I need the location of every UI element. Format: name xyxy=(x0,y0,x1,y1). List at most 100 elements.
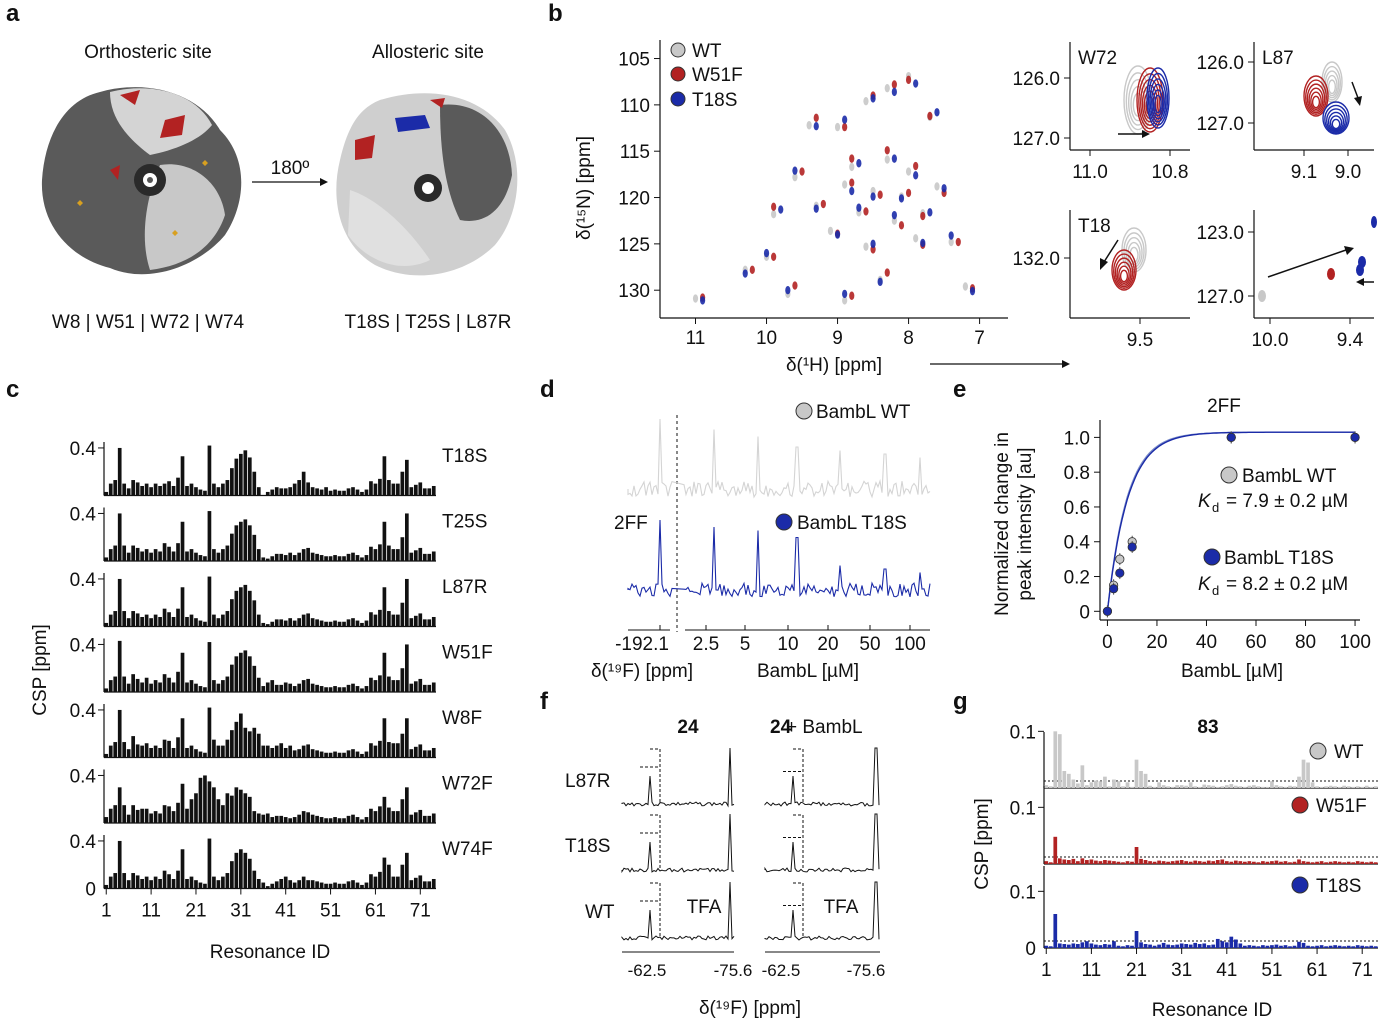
c-ytick-label: 0.4 xyxy=(70,439,97,460)
c-bar xyxy=(315,488,319,496)
c-xtick-label: 1 xyxy=(101,901,112,922)
g-bar xyxy=(1292,786,1297,788)
c-bar xyxy=(306,880,310,889)
g-xtick-label: 11 xyxy=(1082,960,1102,981)
contour-line xyxy=(1114,257,1134,288)
c-bar xyxy=(373,549,378,561)
c-bar xyxy=(238,521,243,561)
c-bar xyxy=(355,555,360,561)
c-bar xyxy=(122,676,127,692)
b-inset-2: L87 126.0 127.0 9.1 9.0 xyxy=(1196,42,1374,183)
c-ytick-label: 0.4 xyxy=(70,635,97,656)
c-bar xyxy=(243,793,248,823)
f-tick-1: -62.5 xyxy=(628,961,667,980)
g-bar xyxy=(1261,786,1265,788)
c-bar xyxy=(261,557,266,561)
g-bar xyxy=(1134,847,1139,864)
c-bar xyxy=(364,489,369,496)
c-bar xyxy=(153,680,158,692)
c-bar xyxy=(153,614,158,627)
c-xtick-label: 31 xyxy=(230,901,251,922)
c-bar xyxy=(225,545,230,561)
c-bar xyxy=(360,622,364,627)
b-peak-w51f xyxy=(849,291,855,300)
g-bar xyxy=(1328,785,1333,788)
g-bar xyxy=(1233,860,1238,864)
c-bar xyxy=(315,684,319,692)
g-bar xyxy=(1143,773,1148,788)
c-bar xyxy=(185,682,189,692)
panel-letter-g: g xyxy=(953,688,968,715)
g-bar xyxy=(1315,861,1319,864)
g-bar xyxy=(1206,785,1211,788)
c-bar xyxy=(373,483,378,496)
b-peak-w51f xyxy=(905,188,912,198)
e-point-t18s xyxy=(1102,606,1113,616)
c-bar xyxy=(225,676,230,692)
g-bar xyxy=(1337,945,1342,948)
c-bar xyxy=(427,881,432,889)
c-bar xyxy=(337,621,342,627)
allosteric-surface-image xyxy=(336,93,518,276)
g-bar xyxy=(1333,786,1337,788)
c-bar xyxy=(221,805,225,823)
g-bar xyxy=(1089,943,1094,948)
c-bar xyxy=(185,616,189,627)
c-bar xyxy=(369,546,373,561)
g-bar xyxy=(1351,786,1356,788)
g-bar xyxy=(1170,786,1175,788)
c-bar xyxy=(140,745,144,758)
c-bar xyxy=(149,487,153,496)
g-bar xyxy=(1369,786,1374,788)
g-bar xyxy=(1215,938,1220,948)
c-bar xyxy=(342,556,346,561)
c-bar xyxy=(409,552,414,561)
c-bar xyxy=(346,750,351,758)
c-bar xyxy=(382,456,387,496)
c-bar xyxy=(333,489,337,496)
g-bar xyxy=(1333,945,1337,948)
inset-arrowhead xyxy=(1100,258,1108,270)
c-bar xyxy=(243,650,248,692)
c-bar xyxy=(140,485,144,496)
c-bar xyxy=(409,814,414,823)
g-bar xyxy=(1324,946,1328,948)
b-peak-t18s xyxy=(842,289,848,299)
c-bar xyxy=(167,481,171,496)
g-bar xyxy=(1238,786,1243,788)
g-bar xyxy=(1242,786,1247,788)
c-bar xyxy=(346,619,351,627)
g-bar xyxy=(1346,786,1351,788)
d-conc-label: 20 xyxy=(817,634,838,655)
c-bar xyxy=(301,614,306,627)
c-bar xyxy=(158,878,162,889)
c-bar xyxy=(198,882,203,889)
panel-letter-b: b xyxy=(548,0,563,27)
g-bar xyxy=(1252,861,1256,864)
b-xtick-label: 7 xyxy=(974,328,985,349)
g-bar xyxy=(1283,861,1288,864)
c-bar xyxy=(422,750,427,758)
legend-wt: WT xyxy=(692,41,722,62)
c-bar xyxy=(140,551,144,561)
contour-line xyxy=(1152,89,1164,117)
c-bar xyxy=(212,549,216,561)
c-bar xyxy=(378,544,382,561)
c-bar xyxy=(382,857,387,889)
c-bar xyxy=(306,482,310,496)
g-bar xyxy=(1265,786,1270,788)
c-bar xyxy=(404,718,409,758)
contour-line xyxy=(1322,65,1342,101)
c-bar xyxy=(216,880,221,889)
c-bar xyxy=(153,876,158,889)
g-bar xyxy=(1315,945,1319,948)
c-bar xyxy=(162,543,167,561)
f-spectrum-t18s-bambl xyxy=(764,813,880,873)
g-bar xyxy=(1233,939,1238,948)
c-bar xyxy=(135,809,140,823)
b-ytick-label: 125 xyxy=(618,235,650,256)
c-bar xyxy=(413,746,418,758)
g-row-label: W51F xyxy=(1316,796,1367,817)
c-bar xyxy=(306,678,310,692)
c-bar xyxy=(158,682,162,692)
